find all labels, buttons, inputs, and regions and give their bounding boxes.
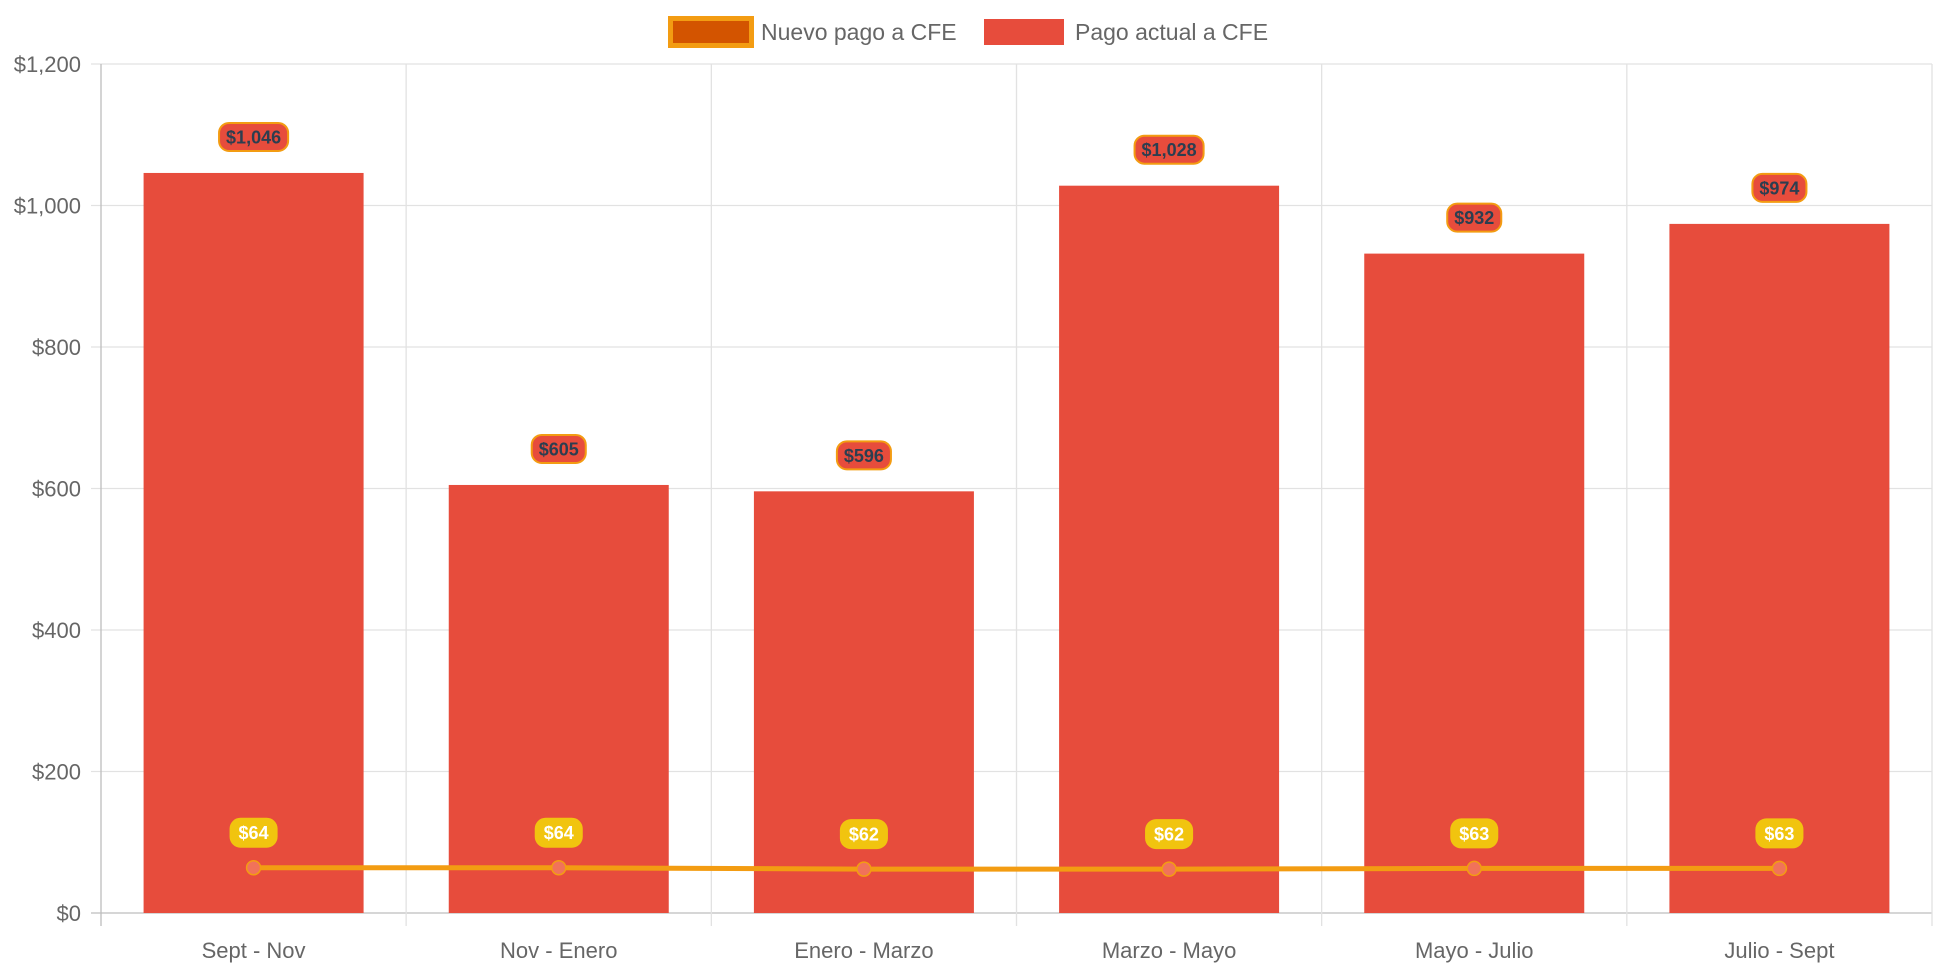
bar-label-badge	[218, 121, 290, 152]
line-label-badge	[534, 817, 583, 848]
line-value-label: $62	[849, 825, 879, 845]
bar-4[interactable]	[1059, 185, 1280, 913]
bar-6[interactable]	[1669, 223, 1890, 913]
line-value-label: $64	[239, 823, 269, 843]
x-tick-label: Nov - Enero	[500, 938, 617, 963]
line-point-1[interactable]	[245, 859, 262, 876]
line-value-label: $64	[544, 823, 574, 843]
line-value-label: $63	[1459, 824, 1489, 844]
line-label-badge	[229, 817, 278, 848]
bar-value-label: $596	[844, 446, 884, 466]
bar-value-label: $974	[1759, 178, 1799, 198]
bar-label-badge	[1751, 172, 1808, 203]
line-label-badge	[1450, 818, 1499, 849]
bar-value-label: $1,046	[226, 127, 281, 147]
line-label-badge	[839, 819, 888, 850]
bar-label-badge	[835, 440, 892, 471]
y-tick-label: $1,000	[14, 194, 81, 219]
bar-label-badge	[1446, 202, 1503, 233]
legend[interactable]: Nuevo pago a CFE Pago actual a CFE	[668, 16, 1269, 48]
legend-label-pago-actual[interactable]: Pago actual a CFE	[1075, 19, 1268, 45]
legend-swatch-nuevo-pago[interactable]	[668, 16, 754, 48]
line-value-label: $63	[1764, 824, 1794, 844]
y-tick-label: $600	[32, 477, 81, 502]
line-label-badge	[1145, 819, 1194, 850]
line-value-label: $62	[1154, 825, 1184, 845]
y-tick-label: $1,200	[14, 52, 81, 77]
grid	[91, 63, 1933, 926]
bar-value-label: $605	[539, 439, 579, 459]
bar-series	[143, 172, 1890, 914]
line-label-badge	[1755, 818, 1804, 849]
bar-value-label: $1,028	[1142, 140, 1197, 160]
legend-label-nuevo-pago[interactable]: Nuevo pago a CFE	[761, 19, 957, 45]
y-tick-label: $400	[32, 618, 81, 643]
legend-swatch-pago-actual[interactable]	[984, 19, 1064, 45]
y-tick-label: $800	[32, 335, 81, 360]
bar-2[interactable]	[448, 484, 669, 913]
x-tick-label: Julio - Sept	[1724, 938, 1834, 963]
x-tick-label: Enero - Marzo	[794, 938, 933, 963]
x-tick-label: Marzo - Mayo	[1102, 938, 1236, 963]
x-tick-label: Sept - Nov	[202, 938, 306, 963]
line-point-3[interactable]	[856, 861, 872, 877]
bar-label-badge	[1133, 134, 1205, 165]
bar-1[interactable]	[143, 172, 364, 913]
bar-5[interactable]	[1364, 253, 1585, 914]
line-point-5[interactable]	[1466, 860, 1482, 877]
line-point-2[interactable]	[551, 859, 567, 876]
bar-3[interactable]	[753, 491, 974, 913]
axes: $0 $200 $400 $600 $800 $1,000 $1,200 Sept - Nov…	[14, 52, 1835, 963]
bar-value-label: $932	[1454, 208, 1494, 228]
data-labels: $1,046 $605 $596 $1,028 $932 $974 $64 $64 $62 $62…	[218, 121, 1808, 850]
line-nuevo-pago	[251, 865, 1782, 872]
y-tick-label: $200	[32, 760, 81, 785]
line-point-6[interactable]	[1771, 860, 1788, 877]
line-point-4[interactable]	[1161, 861, 1177, 877]
line-series	[245, 859, 1788, 877]
y-tick-label: $0	[57, 901, 81, 926]
bar-label-badge	[530, 433, 587, 464]
x-tick-label: Mayo - Julio	[1415, 938, 1534, 963]
